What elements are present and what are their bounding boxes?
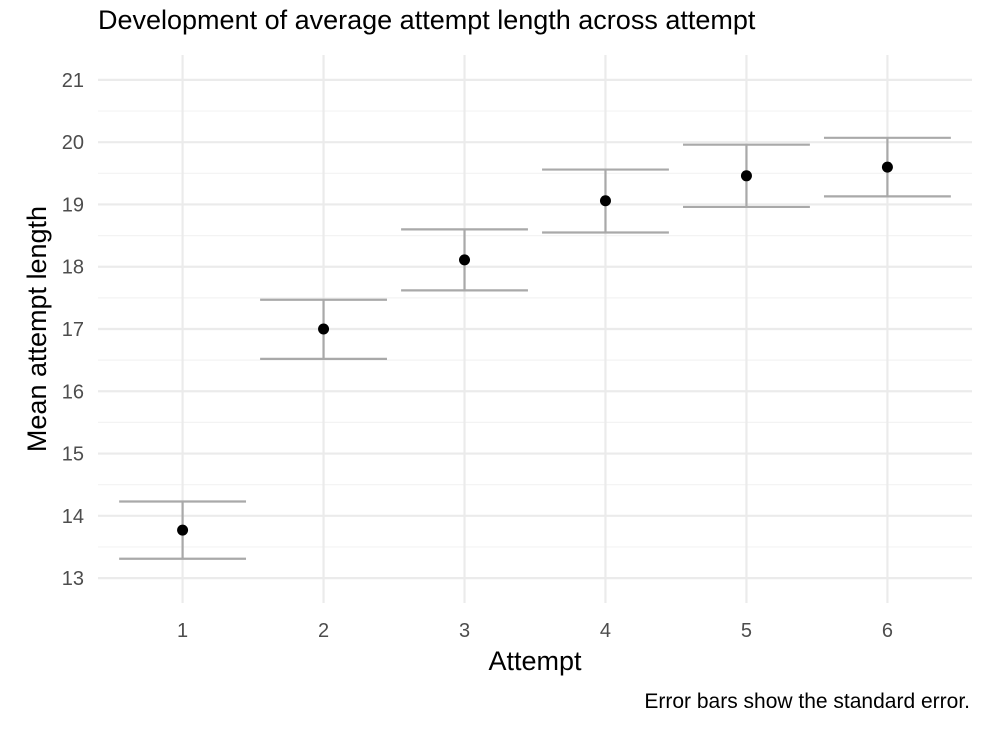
data-points: [177, 161, 893, 536]
x-tick-label: 2: [318, 620, 329, 642]
y-tick-label: 17: [62, 319, 84, 341]
data-point: [881, 161, 893, 173]
y-tick-label: 19: [62, 194, 84, 216]
x-axis-title: Attempt: [488, 646, 582, 676]
y-tick-label: 16: [62, 381, 84, 403]
chart-title: Development of average attempt length ac…: [98, 5, 756, 35]
x-tick-label: 4: [600, 620, 611, 642]
y-axis-title: Mean attempt length: [22, 206, 52, 452]
data-point: [177, 524, 189, 536]
y-tick-label: 20: [62, 132, 84, 154]
data-point: [318, 323, 330, 335]
y-tick-label: 15: [62, 444, 84, 466]
x-axis-ticks: 1 2 3 4 5 6: [177, 620, 893, 642]
chart-caption: Error bars show the standard error.: [644, 690, 970, 713]
y-axis-ticks: 13 14 15 16 17 18 19 20 21: [62, 70, 84, 590]
data-point: [740, 170, 752, 182]
x-tick-label: 3: [459, 620, 470, 642]
y-tick-label: 21: [62, 70, 84, 92]
grid: [98, 55, 972, 603]
x-tick-label: 5: [741, 620, 752, 642]
y-tick-label: 18: [62, 257, 84, 279]
y-tick-label: 14: [62, 506, 84, 528]
y-tick-label: 13: [62, 568, 84, 590]
error-bars: [119, 136, 951, 560]
x-tick-label: 6: [882, 620, 893, 642]
x-tick-label: 1: [177, 620, 188, 642]
data-point: [599, 195, 611, 207]
data-point: [459, 254, 471, 266]
